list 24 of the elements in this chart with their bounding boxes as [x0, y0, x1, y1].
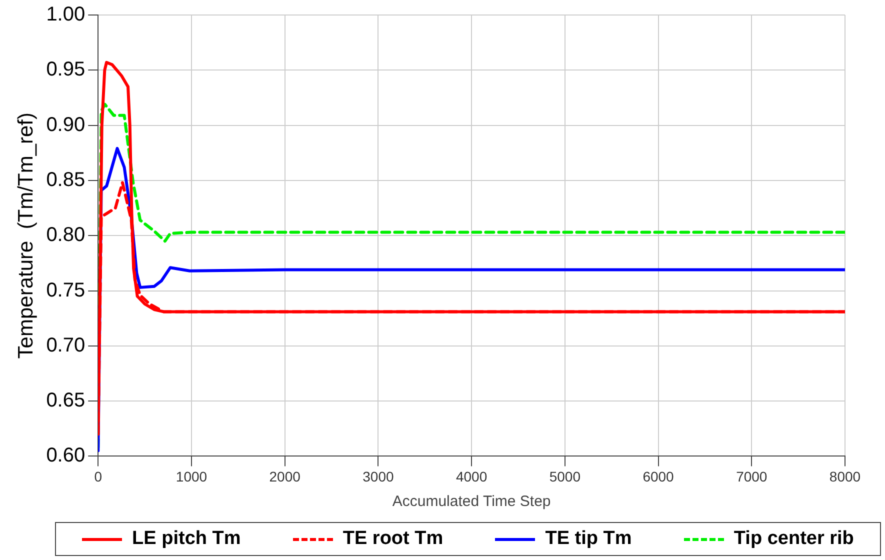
- y-tick-label: 0.90: [46, 114, 86, 136]
- x-tick-label: 0: [94, 468, 102, 484]
- legend-label: LE pitch Tm: [132, 528, 241, 550]
- legend-label: TE root Tm: [342, 528, 444, 550]
- x-tick-label: 3000: [362, 468, 394, 484]
- x-tick-label: 7000: [736, 468, 768, 484]
- y-tick-label: 0.95: [46, 58, 86, 81]
- x-tick-label: 6000: [642, 468, 674, 484]
- x-tick-label: 5000: [549, 468, 581, 484]
- y-tick-label: 0.60: [46, 444, 86, 467]
- legend-label: Tip center rib: [734, 528, 854, 550]
- y-tick-label: 0.80: [46, 224, 86, 246]
- x-tick-label: 2000: [269, 468, 301, 484]
- y-tick-label: 0.75: [46, 279, 86, 302]
- y-tick-label: 1.00: [46, 4, 86, 26]
- x-tick-label: 1000: [176, 468, 208, 484]
- x-tick-label: 8000: [829, 468, 861, 484]
- y-tick-label: 0.70: [46, 334, 86, 356]
- x-tick-label: 4000: [456, 468, 488, 484]
- y-tick-label: 0.65: [46, 390, 86, 412]
- legend-label: TE tip Tm: [545, 528, 632, 550]
- y-tick-label: 0.85: [46, 168, 86, 191]
- y-axis-title: Temperature (Tm/Tm_ref): [14, 112, 38, 359]
- x-axis-title: Accumulated Time Step: [392, 493, 551, 510]
